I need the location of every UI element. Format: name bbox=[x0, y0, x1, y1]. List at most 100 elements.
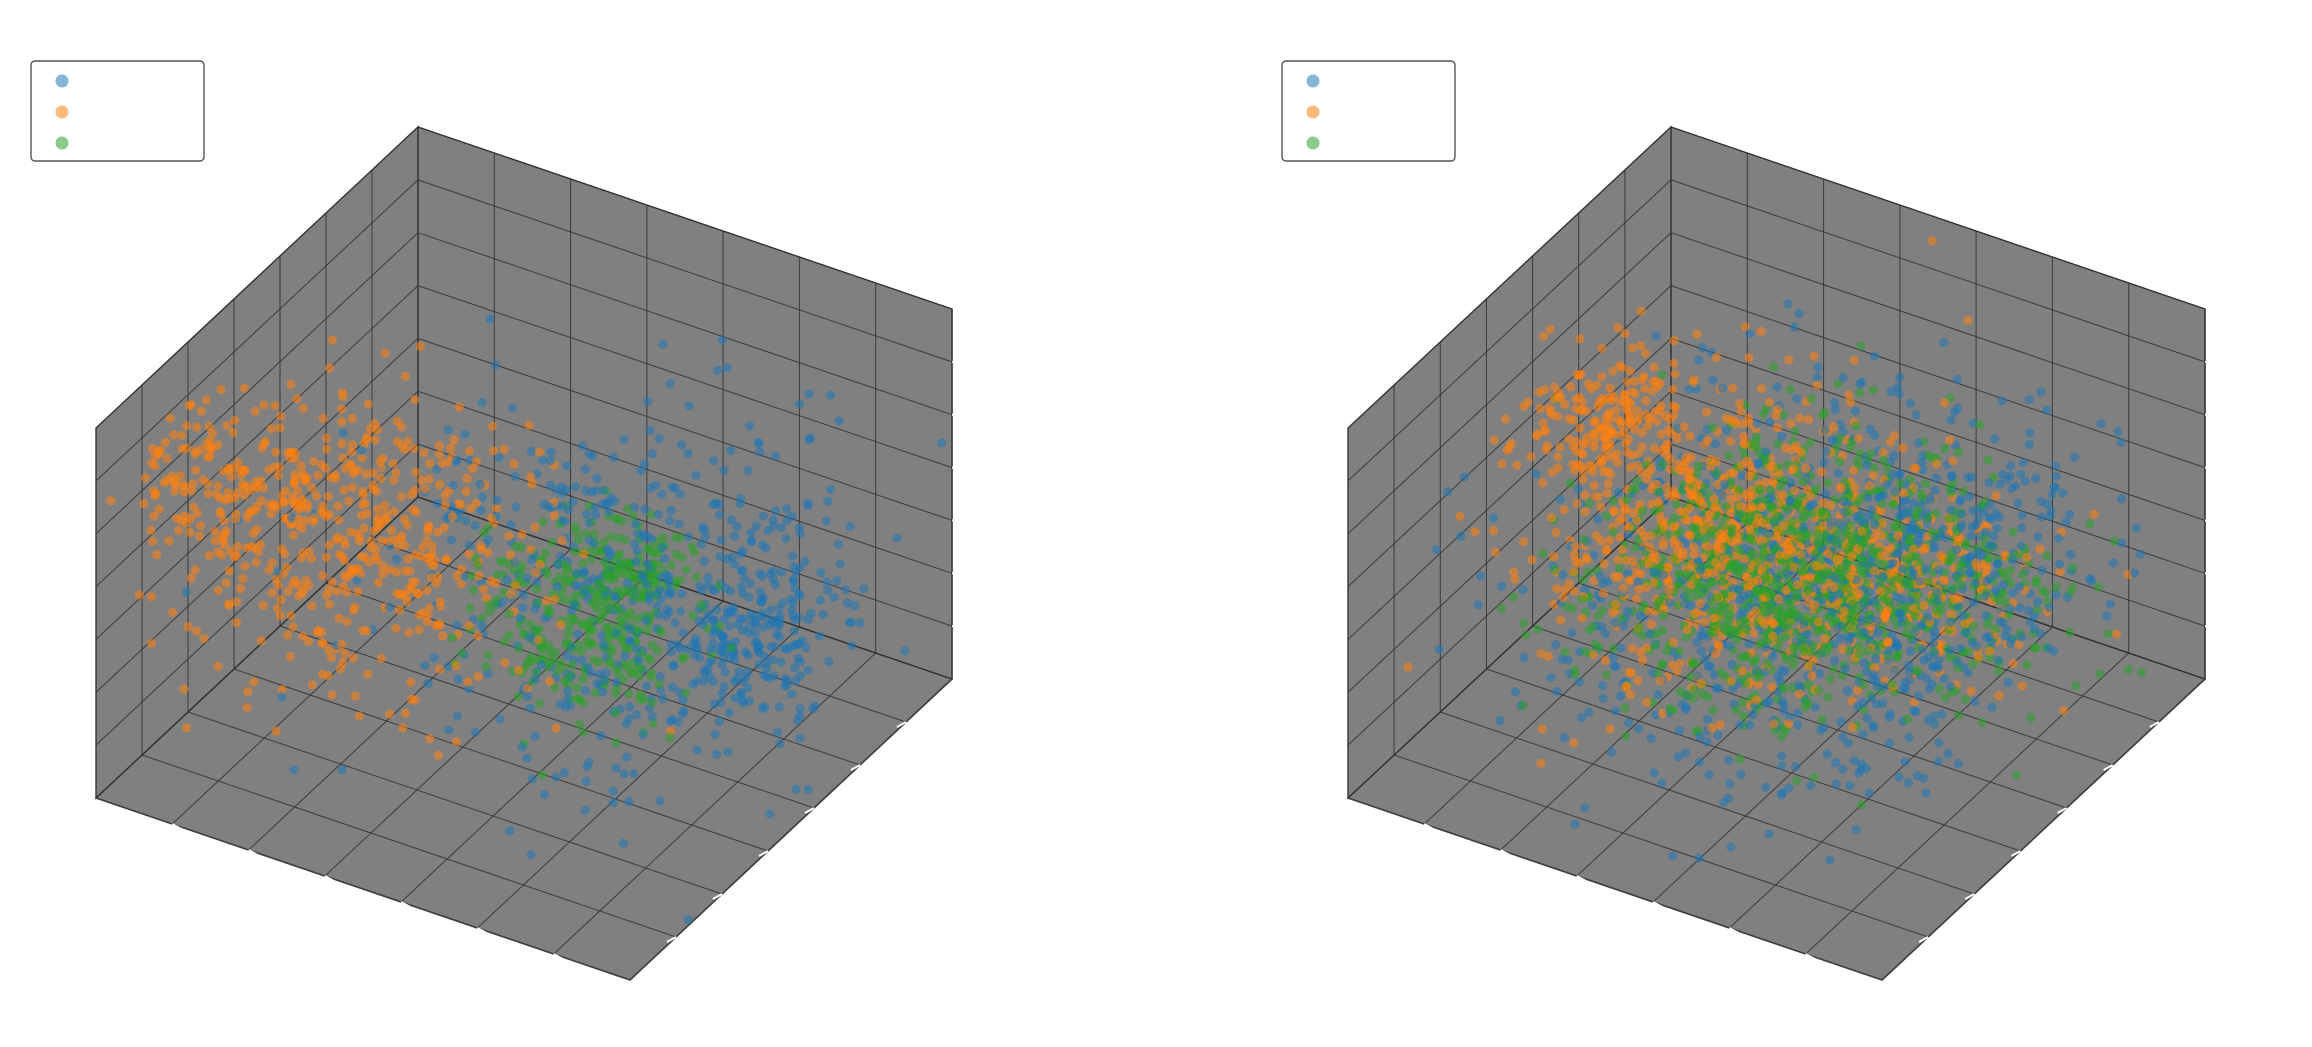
scatter-point-series-2 bbox=[1774, 468, 1784, 478]
scatter-point-series-2 bbox=[1526, 452, 1536, 462]
scatter-point-series-2 bbox=[1646, 499, 1657, 509]
scatter-point-series-2 bbox=[1556, 615, 1566, 625]
scatter-point-series-2 bbox=[1808, 655, 1818, 665]
scatter-point-series-1 bbox=[847, 641, 857, 651]
scatter-point-series-2 bbox=[303, 636, 314, 647]
scatter-point-series-1 bbox=[788, 551, 798, 561]
scatter-point-series-3 bbox=[605, 656, 615, 666]
scatter-point-series-2 bbox=[1615, 532, 1625, 542]
scatter-point-series-2 bbox=[350, 466, 360, 476]
scatter-point-series-1 bbox=[1598, 681, 1608, 691]
scatter-point-series-2 bbox=[1707, 723, 1717, 733]
scatter-point-series-1 bbox=[1799, 522, 1809, 532]
scatter-point-series-2 bbox=[1696, 598, 1706, 609]
scatter-point-series-2 bbox=[1594, 397, 1604, 407]
scatter-point-series-2 bbox=[392, 437, 402, 447]
scatter-point-series-3 bbox=[562, 564, 573, 574]
scatter-point-series-1 bbox=[666, 647, 676, 657]
scatter-point-series-2 bbox=[1668, 384, 1678, 394]
scatter-point-series-2 bbox=[361, 434, 372, 444]
scatter-point-series-2 bbox=[1829, 582, 1839, 593]
grid-line-z-right bbox=[1670, 337, 2206, 521]
scatter-point-series-2 bbox=[149, 511, 159, 521]
scatter-point-series-1 bbox=[506, 520, 516, 530]
scatter-point-series-3 bbox=[1809, 772, 1819, 783]
scatter-point-series-1 bbox=[1911, 410, 1921, 420]
scatter-point-series-2 bbox=[1810, 600, 1820, 610]
scatter-point-series-3 bbox=[574, 535, 584, 545]
scatter-point-series-1 bbox=[734, 667, 744, 677]
scatter-point-series-2 bbox=[332, 586, 342, 596]
scatter-point-series-2 bbox=[1649, 577, 1659, 588]
scatter-point-series-1 bbox=[563, 694, 573, 704]
scatter-point-series-1 bbox=[1488, 513, 1498, 523]
x-tick bbox=[1423, 823, 1434, 830]
scatter-point-series-2 bbox=[1795, 413, 1805, 423]
scatter-point-series-2 bbox=[160, 437, 171, 447]
scatter-point-series-2 bbox=[342, 587, 352, 597]
scatter-point-series-2 bbox=[409, 443, 419, 454]
scatter-point-series-2 bbox=[1658, 536, 1668, 546]
scatter-point-series-1 bbox=[2031, 473, 2041, 483]
scatter-point-series-1 bbox=[1903, 778, 1913, 788]
scatter-point-series-1 bbox=[642, 681, 652, 691]
scatter-point-series-3 bbox=[1588, 621, 1598, 631]
scatter-point-series-1 bbox=[558, 488, 568, 498]
scatter-point-series-1 bbox=[726, 446, 736, 456]
scatter-point-series-2 bbox=[509, 459, 519, 469]
scatter-point-series-1 bbox=[494, 453, 504, 463]
scatter-point-series-2 bbox=[1602, 488, 1612, 498]
scatter-point-series-2 bbox=[313, 470, 323, 480]
scatter-point-series-1 bbox=[1862, 667, 1872, 677]
scatter-point-series-3 bbox=[1712, 468, 1722, 478]
scatter-point-series-2 bbox=[221, 578, 231, 588]
scatter-point-series-3 bbox=[601, 569, 612, 579]
scatter-point-series-2 bbox=[1637, 442, 1647, 452]
scatter-point-series-2 bbox=[1814, 617, 1824, 627]
legend-frame bbox=[30, 60, 205, 162]
scatter-point-series-1 bbox=[703, 664, 713, 674]
scatter-point-series-2 bbox=[1685, 530, 1695, 540]
scatter-point-series-1 bbox=[629, 502, 640, 512]
scatter-point-series-1 bbox=[1649, 768, 1659, 778]
scatter-point-series-1 bbox=[713, 365, 723, 375]
grid-line-z-right bbox=[1670, 126, 2206, 310]
scatter-point-series-1 bbox=[1610, 706, 1620, 716]
scatter-point-series-2 bbox=[152, 550, 162, 560]
scatter-point-series-1 bbox=[1587, 600, 1597, 611]
scatter-point-series-3 bbox=[1565, 478, 1575, 488]
scatter-point-series-1 bbox=[1878, 572, 1888, 582]
scatter-point-series-2 bbox=[1832, 555, 1842, 565]
scatter-point-series-1 bbox=[562, 461, 572, 471]
scatter-point-series-1 bbox=[1810, 702, 1820, 712]
scatter-point-series-2 bbox=[2089, 509, 2099, 519]
scatter-point-series-3 bbox=[576, 646, 586, 657]
scatter-point-series-1 bbox=[1573, 484, 1583, 494]
scatter-point-series-2 bbox=[1588, 461, 1598, 471]
scatter-point-series-3 bbox=[1761, 455, 1771, 465]
scatter-point-series-1 bbox=[2046, 506, 2056, 516]
scatter-point-series-3 bbox=[516, 567, 526, 577]
scatter-point-series-2 bbox=[283, 630, 293, 640]
scatter-point-series-3 bbox=[1819, 642, 1829, 652]
scatter-point-series-1 bbox=[1850, 756, 1860, 766]
scatter-point-series-1 bbox=[667, 714, 678, 725]
scatter-point-series-3 bbox=[1845, 541, 1855, 551]
scatter-point-series-3 bbox=[541, 566, 551, 576]
scatter-point-series-1 bbox=[562, 651, 572, 661]
grid-line-z-left bbox=[95, 179, 419, 482]
scatter-point-series-1 bbox=[1905, 667, 1915, 677]
scatter-point-series-1 bbox=[1813, 362, 1824, 372]
scatter-point-series-1 bbox=[1956, 509, 1966, 519]
scatter-point-series-2 bbox=[1805, 572, 1816, 582]
scatter-point-series-2 bbox=[1538, 418, 1548, 428]
scatter-point-series-1 bbox=[1584, 707, 1594, 718]
scatter-point-series-1 bbox=[1822, 749, 1832, 759]
scatter-point-series-2 bbox=[2055, 567, 2065, 577]
scatter-point-series-2 bbox=[1809, 351, 1819, 361]
scatter-point-series-1 bbox=[509, 557, 519, 567]
scatter-point-series-3 bbox=[1798, 557, 1808, 567]
scatter-point-series-3 bbox=[599, 537, 609, 548]
scatter-point-series-2 bbox=[1698, 500, 1708, 510]
scatter-point-series-1 bbox=[1994, 512, 2004, 522]
